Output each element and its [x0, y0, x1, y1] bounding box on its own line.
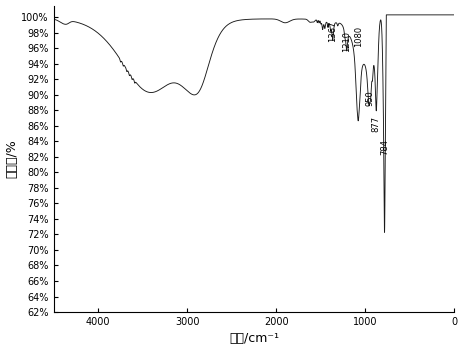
Text: 877: 877	[372, 116, 381, 132]
Y-axis label: 透过率/%: 透过率/%	[6, 139, 19, 178]
Text: 950: 950	[365, 91, 374, 106]
X-axis label: 波数/cm⁻¹: 波数/cm⁻¹	[229, 332, 279, 345]
Text: 1080: 1080	[354, 26, 363, 47]
Text: 784: 784	[380, 139, 389, 154]
Text: 1210: 1210	[342, 31, 351, 52]
Text: 1367: 1367	[328, 21, 337, 42]
